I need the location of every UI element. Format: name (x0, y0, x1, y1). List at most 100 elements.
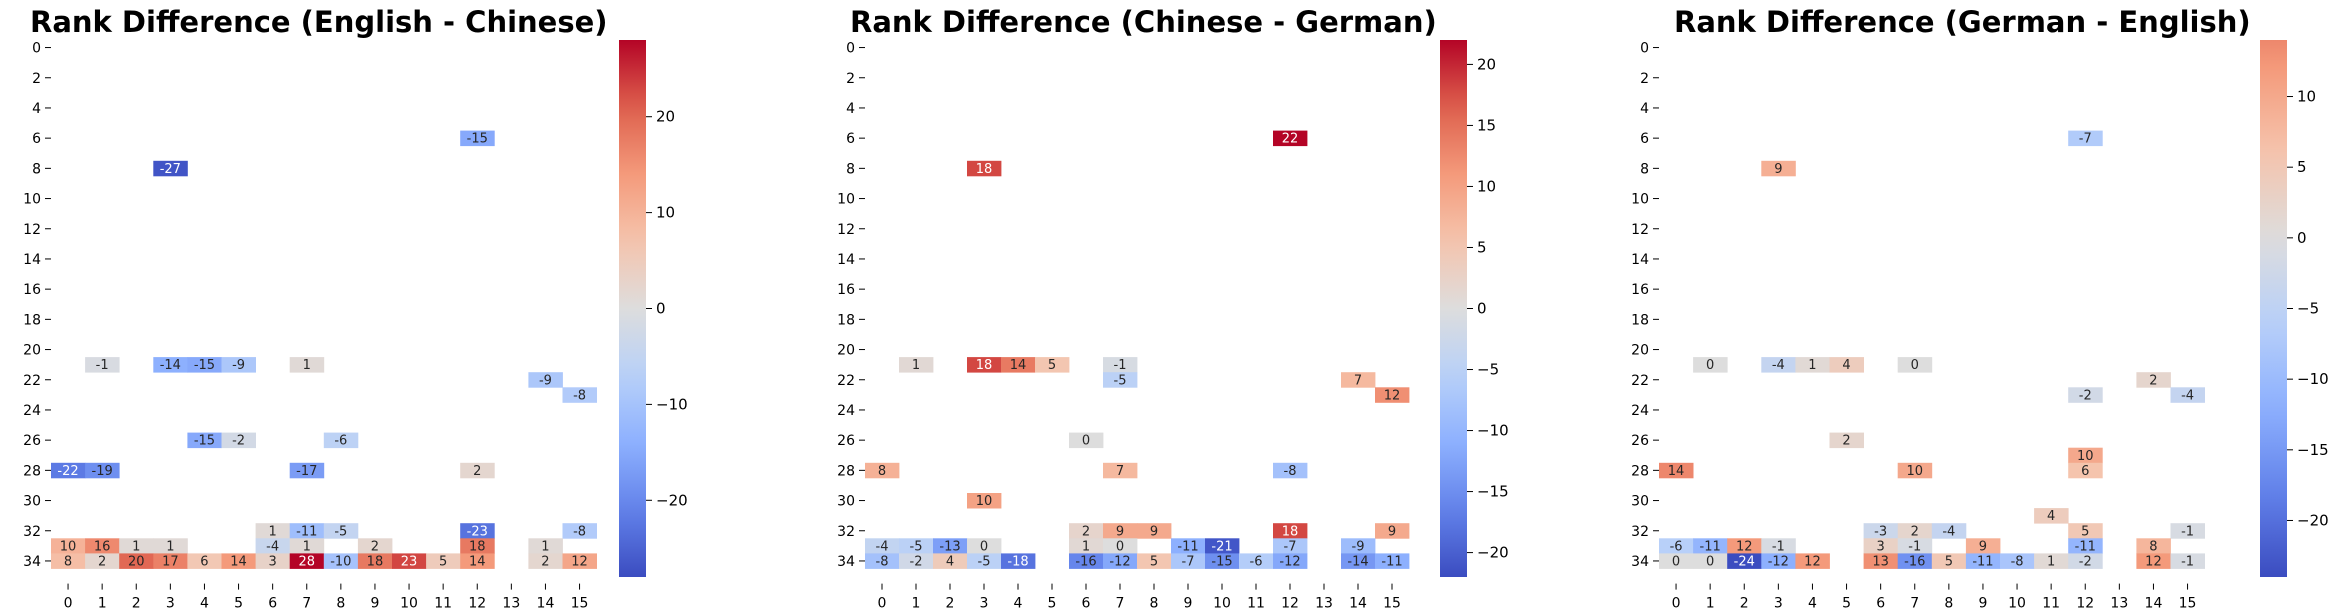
cell-annotation: 1 (2047, 554, 2055, 569)
heatmap-cell (255, 538, 291, 554)
cell-annotation: 17 (162, 554, 179, 569)
cell-annotation: -6 (1250, 554, 1263, 569)
heatmap-cell (1375, 523, 1410, 539)
heatmap-cell (85, 462, 120, 479)
cell-annotation: -14 (1347, 554, 1368, 569)
x-tick-label: 12 (468, 596, 486, 612)
cell-annotation: 3 (269, 554, 277, 569)
cell-annotation: 7 (1354, 373, 1362, 388)
heatmap-cell (1897, 462, 1933, 479)
heatmap-cell (2068, 462, 2103, 479)
heatmap-cell (1897, 538, 1933, 554)
heatmap-cell (2170, 387, 2205, 403)
colorbar-tick-label: −5 (1477, 361, 1499, 379)
heatmap-cell (528, 538, 563, 554)
heatmap-cell (1273, 523, 1308, 539)
cell-annotation: -5 (910, 539, 923, 554)
x-tick-label: 12 (2076, 596, 2094, 612)
heatmap-cell (1727, 538, 1762, 554)
y-tick-label: 20 (837, 343, 855, 359)
cell-annotation: -24 (1734, 554, 1755, 569)
heatmap-cell (1761, 538, 1796, 554)
heatmap-cell (1897, 523, 1933, 539)
y-tick-label: 4 (32, 101, 41, 117)
heatmap-cell (1273, 538, 1308, 554)
cell-annotation: -12 (1768, 554, 1789, 569)
y-tick-label: 18 (23, 312, 41, 328)
colorbar-tick-label: 10 (2297, 88, 2316, 106)
cell-annotation: 14 (1010, 358, 1027, 373)
cell-annotation: 10 (976, 494, 993, 509)
heatmap-cell (460, 538, 495, 554)
cell-annotation: -9 (539, 373, 552, 388)
y-tick-label: 28 (837, 463, 855, 479)
cell-annotation: 2 (1842, 434, 1850, 449)
y-tick-label: 0 (846, 41, 855, 57)
cell-annotation: -10 (330, 554, 351, 569)
heatmap-cell (1103, 553, 1138, 569)
heatmap-cell (1897, 553, 1933, 569)
heatmap-cell (1931, 553, 1967, 569)
cell-annotation: 18 (367, 554, 384, 569)
cell-annotation: 9 (1388, 524, 1396, 539)
heatmap-cell (221, 432, 256, 449)
x-tick-label: 7 (1116, 596, 1125, 612)
cell-annotation: -11 (1177, 539, 1198, 554)
cell-annotation: 0 (980, 539, 988, 554)
x-tick-label: 15 (1383, 596, 1401, 612)
y-tick-label: 28 (23, 463, 41, 479)
cell-annotation: 28 (298, 554, 315, 569)
cell-annotation: -13 (939, 539, 960, 554)
cell-annotation: 0 (1706, 358, 1714, 373)
cell-annotation: 0 (1706, 554, 1714, 569)
colorbar-tick-label: −10 (656, 395, 688, 413)
heatmap-cell (1171, 538, 1206, 554)
heatmap-cell (1829, 357, 1864, 373)
cell-annotation: -19 (92, 464, 113, 479)
colorbar-tick-label: 20 (656, 108, 675, 126)
heatmap-cell (1727, 553, 1762, 569)
heatmap-cell (1137, 523, 1172, 539)
heatmap-cell (1035, 357, 1070, 373)
x-tick-label: 14 (2145, 596, 2163, 612)
y-tick-label: 2 (1640, 71, 1649, 87)
chart-title: Rank Difference (English - Chinese) (30, 5, 608, 39)
x-tick-label: 13 (502, 596, 520, 612)
heatmap-cell (865, 462, 900, 479)
cell-annotation: -2 (2079, 388, 2092, 403)
cell-annotation: 12 (571, 554, 588, 569)
cell-annotation: 7 (1116, 464, 1124, 479)
y-tick-label: 12 (1631, 222, 1649, 238)
x-tick-label: 14 (1349, 596, 1367, 612)
cell-annotation: -7 (2079, 132, 2092, 147)
cell-annotation: 6 (200, 554, 208, 569)
colorbar (619, 40, 646, 577)
heatmap-cell (528, 372, 563, 388)
heatmap-cell (1761, 553, 1796, 569)
x-tick-label: 1 (98, 596, 107, 612)
x-tick-label: 9 (1184, 596, 1193, 612)
cell-annotation: -2 (232, 434, 245, 449)
y-tick-label: 28 (1631, 463, 1649, 479)
x-tick-label: 8 (1944, 596, 1953, 612)
x-tick-label: 10 (1213, 596, 1231, 612)
x-tick-label: 2 (1740, 596, 1749, 612)
cell-annotation: -11 (1381, 554, 1402, 569)
cell-annotation: 1 (912, 358, 920, 373)
x-tick-label: 11 (1247, 596, 1265, 612)
heatmap-cell (187, 357, 222, 373)
cell-annotation: -15 (194, 434, 215, 449)
x-tick-label: 9 (370, 596, 379, 612)
cell-annotation: 14 (1668, 464, 1685, 479)
heatmap-cell (1205, 538, 1240, 554)
cell-annotation: -4 (876, 539, 889, 554)
heatmap-cell (899, 553, 934, 569)
y-tick-label: 24 (1631, 403, 1649, 419)
cell-annotation: 2 (1911, 524, 1919, 539)
y-tick-label: 14 (1631, 252, 1649, 268)
heatmap-cell (528, 553, 563, 569)
x-tick-label: 12 (1281, 596, 1299, 612)
y-tick-label: 30 (837, 494, 855, 510)
cell-annotation: 12 (1384, 388, 1401, 403)
y-tick-label: 0 (32, 41, 41, 57)
